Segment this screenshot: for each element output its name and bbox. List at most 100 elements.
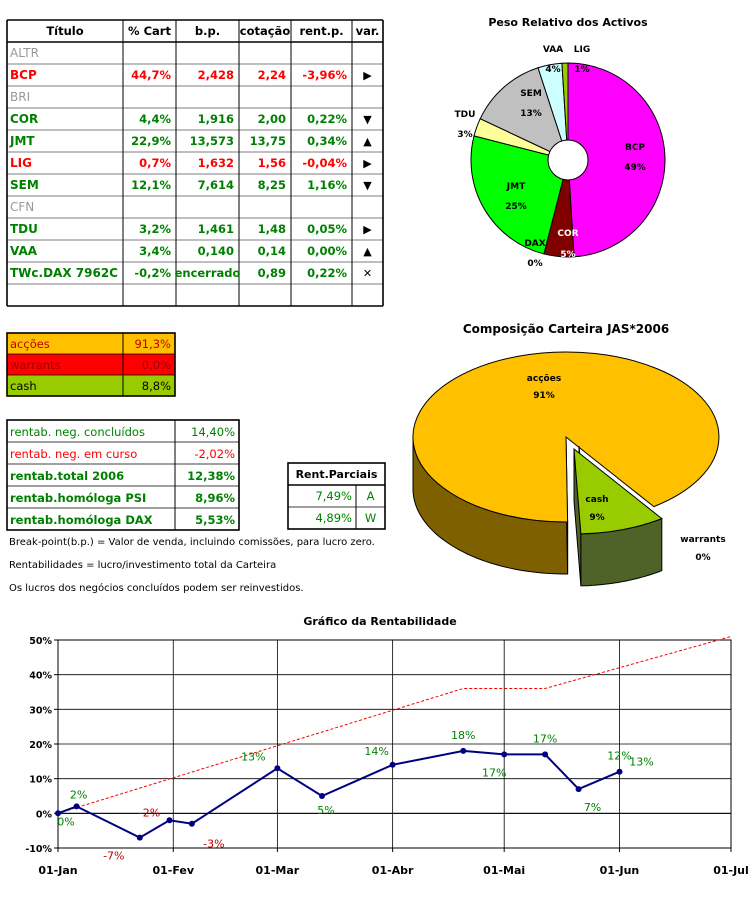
table-cell-bp: 1,461 bbox=[198, 222, 234, 236]
data-label: 12% bbox=[607, 750, 631, 763]
table-cell-bp: 2,428 bbox=[198, 68, 234, 82]
table-cell-title: BCP bbox=[10, 68, 37, 82]
allocation-label: acções bbox=[10, 337, 50, 351]
table-cell-cotacao: 0,14 bbox=[258, 244, 286, 258]
table-header-cell: b.p. bbox=[195, 24, 220, 38]
data-label: 18% bbox=[451, 729, 475, 742]
table-cell-rent: 1,16% bbox=[307, 178, 347, 192]
data-point bbox=[274, 765, 281, 772]
allocation-border bbox=[6, 332, 176, 397]
pie-label: LIG bbox=[574, 45, 590, 55]
table-cell-cotacao: 1,48 bbox=[258, 222, 286, 236]
table-cell-rent: 0,22% bbox=[307, 266, 347, 280]
x-tick-label: 01-Jun bbox=[600, 864, 640, 877]
benchmark-dashed-line bbox=[57, 636, 732, 814]
table-cell-cotacao: 8,25 bbox=[258, 178, 286, 192]
returns-value: 14,40% bbox=[191, 425, 235, 439]
pie-chart-title: Peso Relativo dos Activos bbox=[488, 16, 648, 29]
pie-value-label: 0% bbox=[527, 259, 542, 269]
table-cell-title: COR bbox=[10, 112, 38, 126]
table-cell-rent: 0,34% bbox=[307, 134, 347, 148]
partial-value: 4,89% bbox=[315, 511, 352, 525]
pie-value-label: 3% bbox=[457, 130, 472, 140]
table-cell-bp: 1,632 bbox=[198, 156, 234, 170]
returns-label: rentab.homóloga PSI bbox=[10, 491, 146, 505]
table-header-cell: cotação bbox=[240, 24, 291, 38]
pie-label: SEM bbox=[520, 89, 542, 99]
pie-value-label: 0% bbox=[695, 553, 710, 563]
note-line: Rentabilidades = lucro/investimento tota… bbox=[9, 560, 276, 571]
pie-label: COR bbox=[557, 229, 578, 239]
partial-tag: A bbox=[367, 489, 375, 503]
table-cell-bp: 7,614 bbox=[198, 178, 234, 192]
data-label: 13% bbox=[629, 756, 653, 769]
returns-line-chart: Gráfico da Rentabilidade -10% 0% 10% 20% 30% 4… bbox=[25, 615, 748, 877]
partial-header: Rent.Parciais bbox=[296, 468, 378, 481]
table-cell-bp: 0,140 bbox=[198, 244, 234, 258]
data-point bbox=[319, 793, 325, 799]
table-cell-rent: -0,04% bbox=[302, 156, 347, 170]
y-tick-label: -10% bbox=[25, 844, 52, 855]
table-cell-rent: -3,96% bbox=[302, 68, 347, 82]
pie-label: JMT bbox=[506, 182, 526, 192]
data-point bbox=[575, 786, 582, 793]
pie-value-label: 5% bbox=[560, 250, 575, 260]
pie-slice-JMT bbox=[470, 135, 569, 255]
table-cell-title: LIG bbox=[10, 156, 32, 170]
data-label: -3% bbox=[203, 838, 224, 851]
allocation-label: cash bbox=[10, 379, 37, 393]
allocation-row-bg bbox=[7, 333, 175, 354]
table-cell-var: ▲ bbox=[363, 135, 372, 148]
x-tick-label: 01-Mai bbox=[483, 864, 525, 877]
allocation-label: warrants bbox=[10, 358, 61, 372]
data-point bbox=[166, 817, 173, 824]
allocation-value: 8,8% bbox=[142, 379, 171, 393]
x-tick-label: 01-Jan bbox=[38, 864, 77, 877]
y-tick-label: 30% bbox=[29, 705, 52, 716]
table-cell-cart: 22,9% bbox=[131, 134, 171, 148]
pie-slice-LIG bbox=[561, 62, 569, 161]
pie-chart-title: Composição Carteira JAS*2006 bbox=[463, 322, 669, 336]
pie3d-slice-acoes bbox=[412, 351, 720, 523]
y-tick-label: 50% bbox=[29, 636, 52, 647]
pie-label: warrants bbox=[680, 535, 725, 545]
returns-value: -2,02% bbox=[194, 447, 235, 461]
pie-label: acções bbox=[527, 374, 561, 384]
partial-value: 7,49% bbox=[315, 489, 352, 503]
table-cell-title: ALTR bbox=[10, 46, 39, 60]
donut-hole bbox=[547, 139, 589, 181]
x-tick-label: 01-Abr bbox=[372, 864, 414, 877]
allocation-row-bg bbox=[7, 354, 175, 375]
portfolio-composition-pie-chart: Composição Carteira JAS*2006 acções 91% cas… bbox=[412, 322, 726, 587]
data-point bbox=[188, 820, 195, 827]
pie-value-label: 4% bbox=[545, 65, 560, 75]
pie-label: VAA bbox=[543, 45, 563, 55]
note-line: Os lucros dos negócios concluídos podem … bbox=[9, 582, 304, 594]
data-label: 2% bbox=[70, 788, 87, 801]
data-point bbox=[73, 803, 80, 810]
pie-value-label: 13% bbox=[520, 109, 542, 119]
data-point bbox=[136, 834, 143, 841]
partial-border bbox=[287, 462, 386, 530]
returns-label: rentab. neg. concluídos bbox=[10, 425, 145, 439]
data-label: 17% bbox=[533, 732, 557, 745]
pie-slice-BCP bbox=[567, 62, 666, 258]
data-label: 13% bbox=[241, 750, 265, 763]
data-point bbox=[616, 768, 623, 775]
table-cell-cart: -0,2% bbox=[134, 266, 171, 280]
x-tick-label: 01-Fev bbox=[152, 864, 194, 877]
allocation-table: acções 91,3% warrants 0,0% cash 8,8% bbox=[6, 332, 176, 397]
portfolio-table: Título % Cart b.p. cotação rent.p. var. ALTR BC… bbox=[6, 19, 384, 307]
table-cell-bp: 13,573 bbox=[190, 134, 234, 148]
pie-slice-SEM bbox=[479, 67, 569, 161]
pie-value-label: 91% bbox=[533, 391, 555, 401]
notes: Break-point(b.p.) = Valor de venda, incl… bbox=[9, 537, 375, 594]
table-cell-var: ✕ bbox=[363, 267, 372, 280]
table-cell-cotacao: 2,00 bbox=[258, 112, 286, 126]
pie-label: TDU bbox=[455, 110, 476, 120]
table-cell-cotacao: 13,75 bbox=[250, 134, 286, 148]
allocation-value: 0,0% bbox=[142, 358, 171, 372]
pie-value-label: 9% bbox=[589, 513, 604, 523]
data-label: 17% bbox=[482, 766, 506, 779]
table-cell-bp: encerrado bbox=[175, 266, 241, 280]
